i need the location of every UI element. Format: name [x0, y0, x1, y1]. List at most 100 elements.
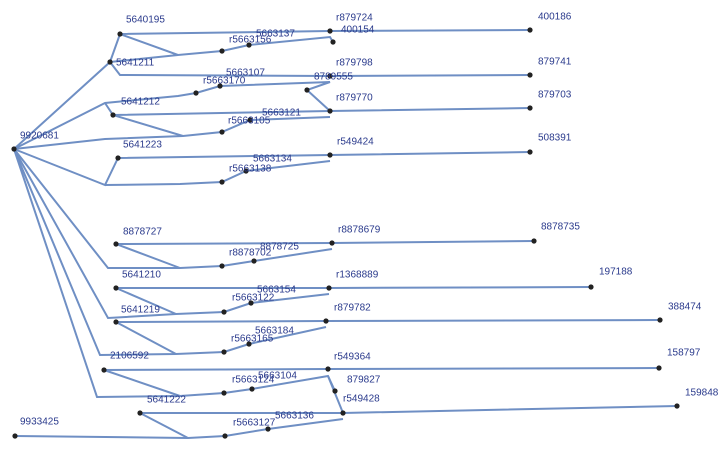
edge	[13, 116, 331, 150]
node	[221, 390, 227, 396]
edge	[13, 81, 331, 150]
node	[193, 90, 199, 96]
node	[326, 285, 332, 291]
edge	[109, 61, 531, 78]
node	[247, 117, 253, 123]
node	[325, 366, 331, 372]
node	[101, 367, 107, 373]
node-label: 5663154	[257, 285, 296, 296]
node-label: 5640195	[126, 15, 165, 26]
edge	[104, 160, 331, 186]
edge	[115, 319, 661, 323]
edge	[119, 29, 531, 35]
node-label: 5641210	[122, 270, 161, 281]
node-label: r5663156	[229, 35, 272, 46]
node-label: 5641212	[121, 97, 160, 108]
edge	[327, 375, 344, 414]
node	[221, 309, 227, 315]
node	[327, 28, 333, 34]
node-label: r549424	[337, 137, 374, 148]
node-label: 159848	[685, 388, 719, 399]
node-label: 5663184	[255, 326, 294, 337]
edge	[103, 369, 181, 397]
node-label: 8878735	[541, 222, 580, 233]
node-label: 879703	[538, 90, 572, 101]
node	[12, 433, 18, 439]
node	[588, 284, 594, 290]
node-label: r879770	[336, 93, 373, 104]
node-label: 8789555	[314, 72, 353, 83]
node-label: 197188	[599, 267, 633, 278]
node	[113, 319, 119, 325]
node-label: 2106592	[110, 351, 149, 362]
node	[327, 152, 333, 158]
node-label: 5663107	[226, 68, 265, 79]
node	[527, 105, 533, 111]
node-label: 388474	[668, 302, 702, 313]
node-label: 5641222	[147, 395, 186, 406]
node-label: r5663170	[203, 76, 246, 87]
node	[674, 403, 680, 409]
node-label: 879741	[538, 57, 572, 68]
node-label: r1368889	[336, 270, 379, 281]
node-label: r549428	[343, 394, 380, 405]
node	[246, 42, 252, 48]
edge	[112, 107, 531, 116]
edge	[115, 287, 177, 315]
edge	[14, 418, 344, 440]
edge	[13, 148, 330, 320]
node-label: 9933425	[20, 417, 59, 428]
node-label: r8878679	[338, 225, 381, 236]
node-label: r8878702	[229, 248, 272, 259]
edge	[103, 367, 660, 371]
node-label: 8878725	[260, 242, 299, 253]
node	[246, 341, 252, 347]
node	[327, 73, 333, 79]
node	[222, 433, 228, 439]
node	[113, 285, 119, 291]
node	[110, 112, 116, 118]
node	[531, 238, 537, 244]
node-label: r5663138	[229, 164, 272, 175]
edge	[13, 148, 333, 269]
edge	[13, 148, 327, 357]
edge	[13, 32, 334, 150]
node	[113, 241, 119, 247]
node	[327, 108, 333, 114]
edge	[116, 286, 592, 289]
edge	[115, 321, 177, 355]
node	[219, 129, 225, 135]
edge	[140, 405, 678, 414]
node	[323, 318, 329, 324]
node	[527, 149, 533, 155]
node-label: r5663165	[231, 334, 274, 345]
node-label: 879827	[347, 375, 381, 386]
node-label: 5641223	[123, 140, 162, 151]
node-label: 5641211	[116, 58, 155, 69]
node-label: 5641219	[121, 305, 160, 316]
node	[527, 72, 533, 78]
node	[527, 27, 533, 33]
node	[304, 87, 310, 93]
node-label: r5663122	[232, 293, 275, 304]
node	[340, 410, 346, 416]
node-label: r5663127	[233, 418, 276, 429]
node	[265, 426, 271, 432]
node	[657, 317, 663, 323]
node-label: 5663136	[275, 411, 314, 422]
node	[217, 83, 223, 89]
node	[115, 155, 121, 161]
node-label: 8878727	[123, 227, 162, 238]
node	[221, 349, 227, 355]
node-label: 5663134	[253, 154, 292, 165]
node	[243, 168, 249, 174]
node	[219, 263, 225, 269]
node	[251, 258, 257, 264]
edge	[104, 102, 184, 137]
node	[329, 240, 335, 246]
node-label: 400186	[538, 12, 572, 23]
node-label: r5663124	[232, 375, 275, 386]
